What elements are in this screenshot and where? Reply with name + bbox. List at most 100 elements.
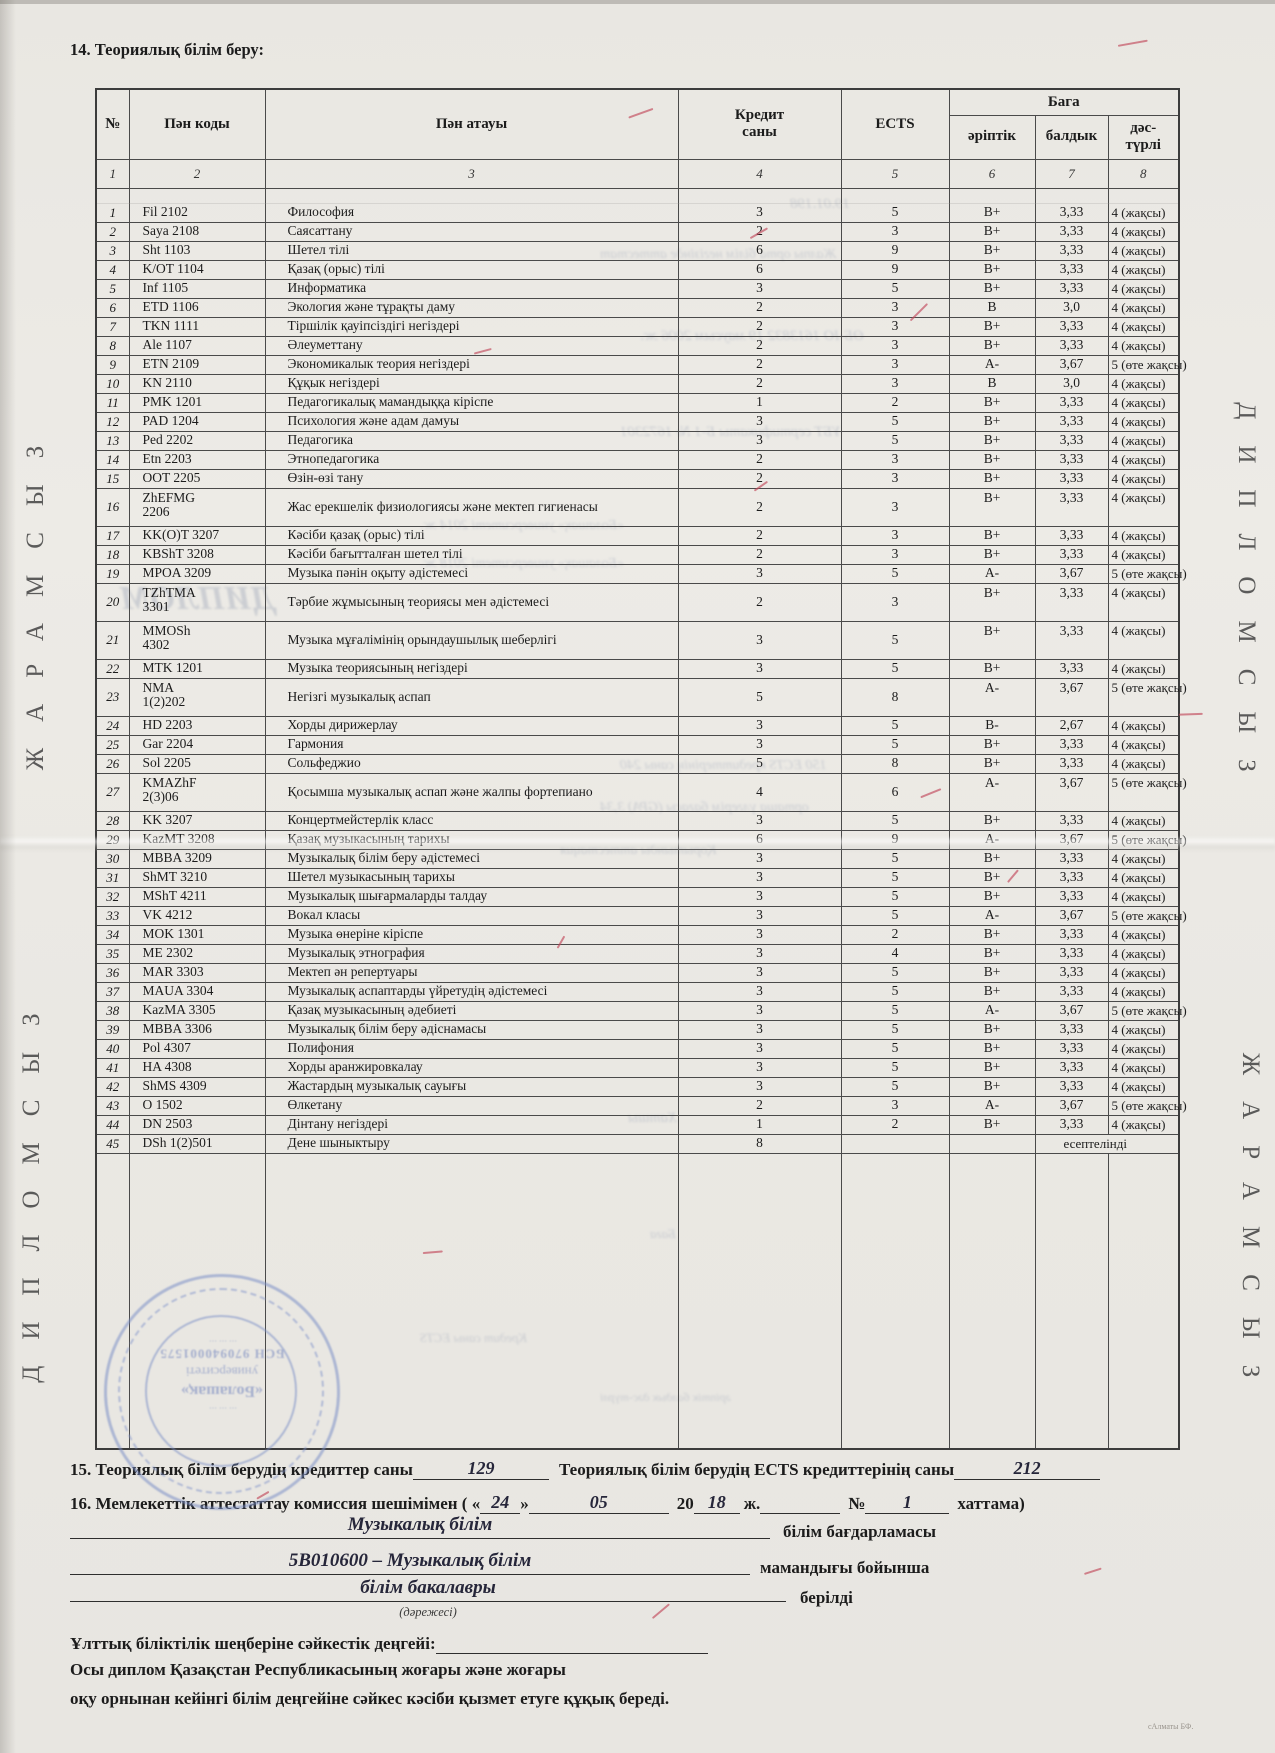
course-grade-letter: B+ [948,867,1036,888]
course-code: MAR 3303 [128,962,266,983]
course-credits: 2 [677,487,842,527]
course-name: Вокал класы [264,905,679,926]
course-grade-points: 3,33 [1034,582,1109,622]
course-code: K/OT 1104 [128,259,266,280]
spacer-cell [95,187,130,204]
course-ects: 5 [840,715,950,736]
course-name: Кәсіби бағытталған шетел тілі [264,544,679,565]
course-name: Хорды дирижерлау [264,715,679,736]
course-row: 31 ShMT 3210 Шетел музыкасының тарихы 3 5 B+ 3… [95,867,1180,888]
course-ects: 5 [840,563,950,584]
course-grade-traditional: 4 (жақсы) [1107,1114,1180,1135]
course-grade-letter: B+ [948,316,1036,337]
course-row: 27 KMAZhF 2(3)06 Қосымша музыкалық аспап ж… [95,772,1187,812]
filler-cell [840,1152,950,1449]
course-grade-points: 3,33 [1034,1038,1109,1059]
course-code: ETN 2109 [128,354,266,375]
course-code: OOT 2205 [128,468,266,489]
seal-bin-number: БСН 970940001575 [159,1346,285,1362]
course-row: 45 DSh 1(2)501 Дене шыныктыру 8 есептелінді [95,1133,1180,1154]
course-ects: 5 [840,886,950,907]
course-number: 27 [95,772,130,812]
course-code: PMK 1201 [128,392,266,413]
course-code: KK(O)T 3207 [128,525,266,546]
watermark-left-bottom: ДИПЛОМСЫЗ [18,987,45,1383]
course-grade-points: 3,0 [1034,373,1109,394]
course-row: 39 MBBA 3306 Музыкалық білім беру әдіснама… [95,1019,1180,1040]
course-name: Гармония [264,734,679,755]
course-credits: 3 [677,905,842,926]
course-credits: 3 [677,924,842,945]
course-code: ETD 1106 [128,297,266,318]
course-ects: 5 [840,1019,950,1040]
course-name: Полифония [264,1038,679,1059]
col-header-grade: Бага [948,88,1180,116]
course-name: Музыка мұғалімінің орындаушылық шеберліг… [264,620,679,660]
course-ects: 3 [840,1095,950,1116]
course-name: Экономикалык теория негіздері [264,354,679,375]
course-ects: 5 [840,867,950,888]
course-grade-traditional: 4 (жақсы) [1107,316,1180,337]
university-seal-stamp: ⋯⋯⋯ «Болашақ» университеті БСН 970940001… [104,1274,340,1510]
course-credits: 1 [677,392,842,413]
course-grade-points: 3,33 [1034,1076,1109,1097]
column-number-cell: 8 [1107,158,1180,189]
course-number: 11 [95,392,130,413]
courses-tbody: 1 Fil 2102 Философия 3 5 B+ 3,33 4 (жақсы) 2 Saya… [95,187,1187,1449]
course-row: 44 DN 2503 Дінтану негіздері 1 2 B+ 3,33 4 (жақ… [95,1114,1180,1135]
course-name: Дінтану негіздері [264,1114,679,1135]
course-grade-traditional: 4 (жақсы) [1107,582,1180,622]
course-ects: 5 [840,411,950,432]
course-ects: 4 [840,943,950,964]
course-grade-points: 3,67 [1034,677,1109,717]
course-number: 2 [95,221,130,242]
course-row: 9 ETN 2109 Экономикалык теория негіздері 2 3… [95,354,1187,375]
column-number-cell: 2 [128,158,266,189]
protocol-month-value: 05 [528,1492,669,1514]
course-grade-traditional: 4 (жақсы) [1107,221,1180,242]
course-grade-traditional: 4 (жақсы) [1107,1057,1180,1078]
course-grade-points: 3,67 [1034,354,1109,375]
course-grade-points: 3,33 [1034,316,1109,337]
course-number: 14 [95,449,130,470]
column-number-cell: 4 [677,158,842,189]
nqf-blank-field [435,1632,708,1654]
course-ects: 5 [840,734,950,755]
course-number: 22 [95,658,130,679]
column-number-cell: 5 [840,158,950,189]
course-grade-points: 3,33 [1034,487,1109,527]
course-credits: 3 [677,943,842,964]
course-grade-letter: B+ [948,582,1036,622]
course-ects: 5 [840,620,950,660]
course-grade-letter: B+ [948,240,1036,261]
course-code: Pol 4307 [128,1038,266,1059]
closing-line-1: Осы диплом Қазақстан Республикасының жоғ… [70,1660,566,1679]
course-grade-letter: B+ [948,1114,1036,1135]
course-ects: 2 [840,924,950,945]
course-credits: 5 [677,753,842,774]
course-grade-letter: B [948,373,1036,394]
course-ects: 3 [840,525,950,546]
course-name: Қазақ (орыс) тілі [264,259,679,280]
course-ects: 5 [840,1000,950,1021]
security-fiber-mark [1117,39,1148,47]
course-grade-letter: B+ [948,981,1036,1002]
course-grade-traditional: 5 (өте жақсы) [1107,677,1187,717]
course-grade-points: 3,33 [1034,411,1109,432]
course-credits: 3 [677,1076,842,1097]
course-grade-points: 3,67 [1034,1000,1109,1021]
course-grade-traditional: 4 (жақсы) [1107,487,1180,527]
course-grade-points: 3,67 [1034,1095,1109,1116]
course-name: Музыка теориясының негіздері [264,658,679,679]
course-grade-traditional: 5 (өте жақсы) [1107,563,1187,584]
course-ects: 5 [840,430,950,451]
course-grade-letter: B+ [948,278,1036,299]
course-ects: 8 [840,677,950,717]
course-code: KBShT 3208 [128,544,266,565]
program-value: Музыкалық білім [347,1514,493,1535]
course-ects: 5 [840,810,950,831]
course-grade-letter: B+ [948,221,1036,242]
course-credits: 3 [677,715,842,736]
course-credits: 3 [677,962,842,983]
